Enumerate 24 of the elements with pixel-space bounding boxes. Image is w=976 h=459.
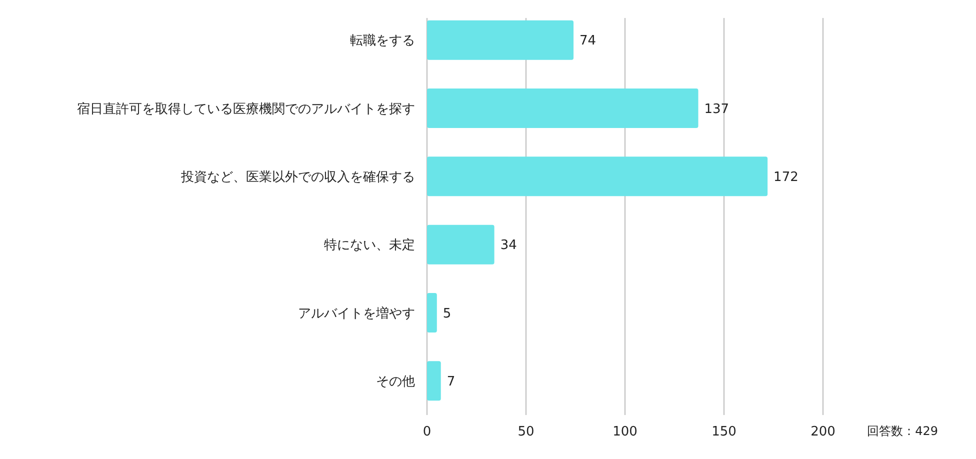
y-tick-label: 投資など、医業以外での収入を確保する [180, 170, 415, 185]
bar [427, 20, 574, 60]
bar [427, 88, 698, 128]
data-label: 34 [500, 238, 517, 254]
data-label: 7 [446, 374, 456, 390]
bar [427, 224, 494, 264]
data-label: 137 [704, 102, 730, 117]
bar [427, 292, 437, 333]
y-tick-label: アルバイトを増やす [298, 305, 415, 322]
y-tick-label: 転職をする [350, 34, 415, 49]
data-label: 74 [580, 34, 596, 49]
x-tick-label: 100 [612, 424, 638, 440]
bar [427, 156, 768, 196]
x-tick-label: 150 [712, 424, 736, 440]
data-label: 172 [774, 170, 798, 185]
x-tick-label: 0 [422, 424, 432, 440]
y-tick-label: その他 [376, 374, 415, 390]
x-tick-label: 50 [518, 424, 534, 440]
text: 回答数：429 [867, 424, 938, 438]
data-label: 5 [442, 306, 452, 322]
y-tick-label: 特にない、未定 [324, 238, 415, 254]
x-tick-label: 200 [810, 424, 836, 440]
bar [427, 361, 441, 401]
y-tick-label: 宿日直許可を取得している医療機関でのアルバイトを探す [77, 100, 415, 117]
